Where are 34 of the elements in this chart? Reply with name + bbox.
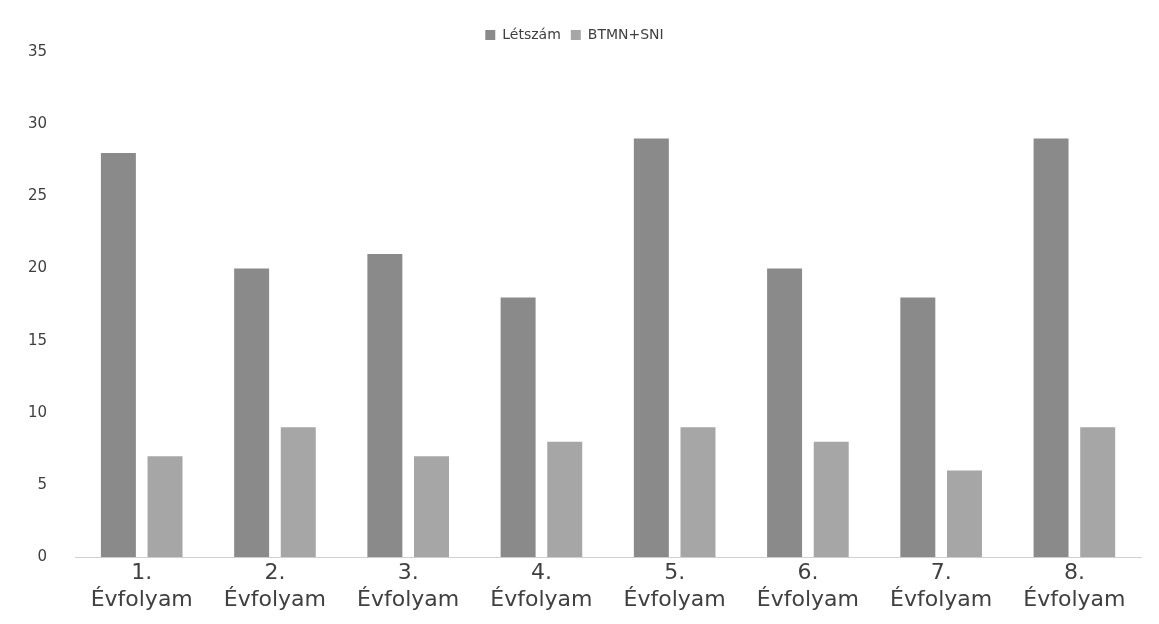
y-tick-label: 25 [27, 186, 48, 205]
y-tick-label: 5 [37, 474, 48, 493]
x-tick-label: 3. Évfolyam [357, 559, 460, 611]
y-tick-label: 10 [27, 402, 48, 421]
bar [147, 456, 183, 558]
x-tick-label: 8. Évfolyam [1023, 559, 1126, 611]
bar [1033, 138, 1069, 558]
bar [946, 470, 982, 558]
bar [100, 153, 136, 558]
x-tick-label: 2. Évfolyam [223, 559, 327, 611]
x-tick-label: 7. Évfolyam [890, 559, 993, 611]
bar [280, 427, 316, 558]
bar [1080, 427, 1116, 558]
bar [680, 427, 716, 558]
bar [547, 441, 583, 558]
y-tick-label: 0 [37, 547, 48, 566]
y-tick-label: 35 [27, 41, 48, 60]
bar [367, 254, 403, 558]
bar [633, 138, 669, 558]
y-tick-label: 20 [27, 258, 48, 277]
bar [900, 297, 936, 558]
bar [414, 456, 449, 558]
bar [813, 441, 849, 558]
legend-label: BTMN+SNI [587, 25, 664, 42]
bar [500, 297, 536, 558]
y-tick-label: 15 [27, 330, 48, 349]
bar [767, 268, 803, 558]
legend-label: Létszám [502, 25, 561, 42]
x-tick-label: 4. Évfolyam [490, 559, 593, 611]
y-tick-label: 30 [27, 114, 48, 133]
x-tick-label: 1. Évfolyam [90, 559, 193, 611]
bar [234, 268, 270, 558]
x-tick-label: 5. Évfolyam [623, 559, 726, 611]
x-tick-label: 6. Évfolyam [756, 559, 859, 611]
